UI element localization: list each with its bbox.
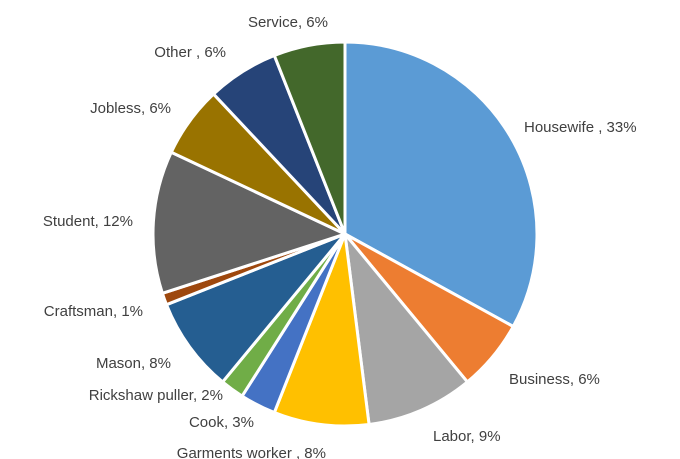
data-label-service: Service, 6% [248, 14, 328, 31]
data-label-rickshaw-puller: Rickshaw puller, 2% [89, 387, 223, 404]
slices-layer [151, 40, 539, 428]
labels-layer: Housewife , 33% Business, 6% Labor, 9% Garm… [43, 14, 637, 459]
data-label-jobless: Jobless, 6% [90, 100, 171, 117]
pie-slice-mason [164, 232, 347, 384]
pie-slice-student [151, 150, 347, 295]
data-label-business: Business, 6% [509, 371, 600, 388]
pie-slice-housewife [343, 40, 539, 328]
data-label-student: Student, 12% [43, 213, 133, 230]
data-label-housewife: Housewife , 33% [524, 119, 637, 136]
data-label-craftsman: Craftsman, 1% [44, 303, 143, 320]
pie-slice-service [272, 40, 347, 236]
data-label-mason: Mason, 8% [96, 355, 171, 372]
data-label-other: Other , 6% [154, 44, 226, 61]
data-label-labor: Labor, 9% [433, 428, 501, 445]
pie-slice-labor [343, 232, 469, 426]
pie-slice-garments-worker [272, 232, 371, 428]
data-label-cook: Cook, 3% [189, 414, 254, 431]
data-label-garments-worker: Garments worker , 8% [177, 445, 326, 459]
